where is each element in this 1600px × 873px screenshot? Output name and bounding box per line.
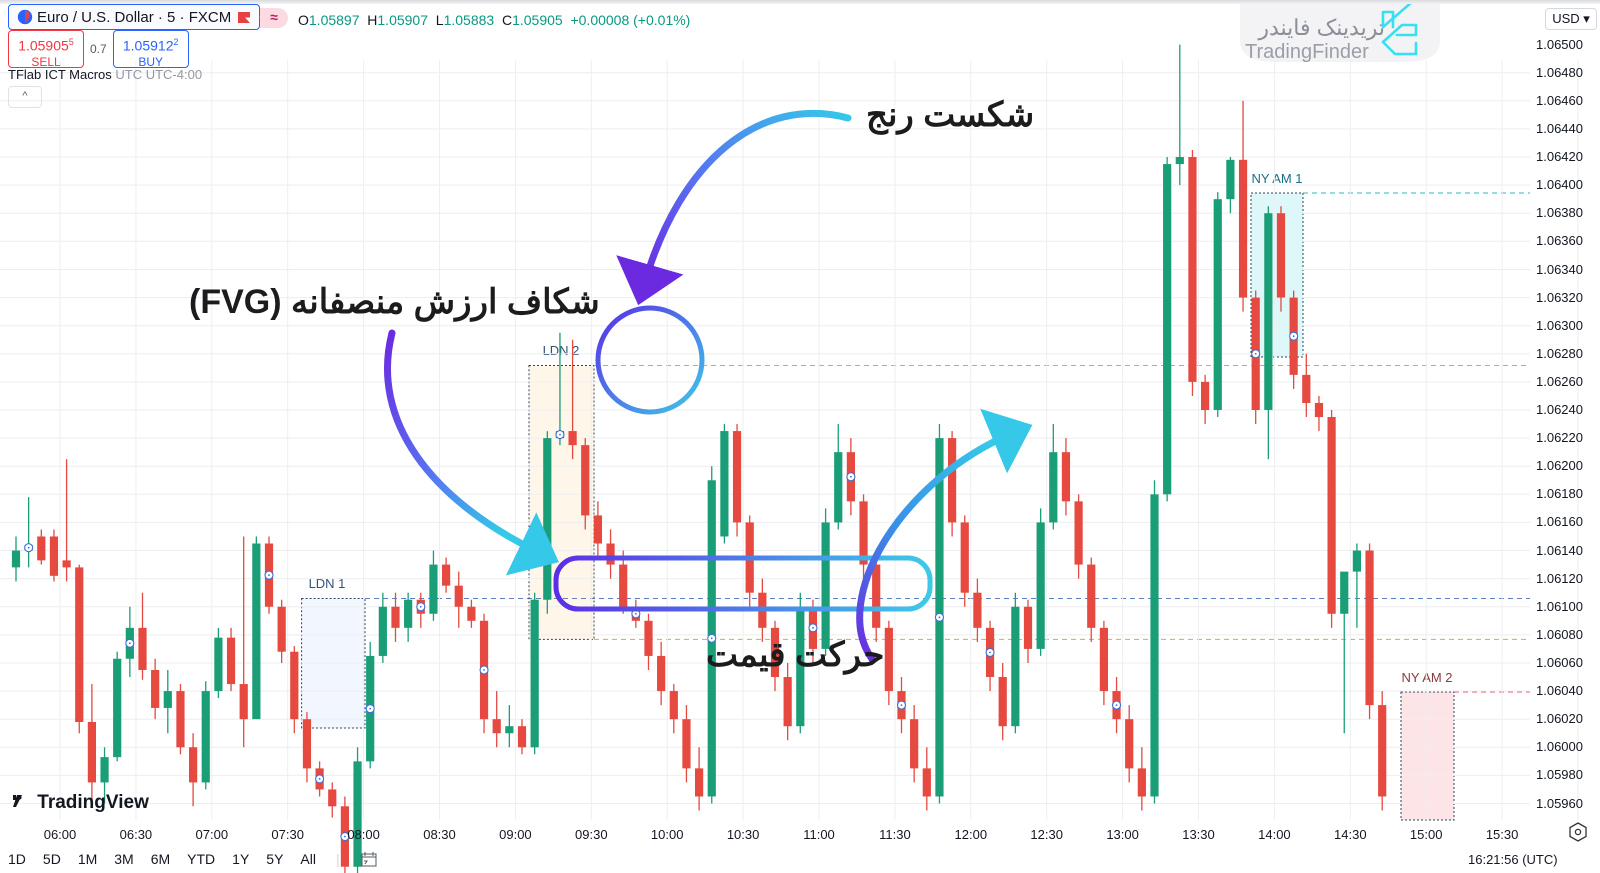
svg-text:تریدینک فایندر: تریدینک فایندر <box>1257 15 1385 41</box>
svg-text:NY AM 2: NY AM 2 <box>1401 670 1452 685</box>
svg-text:NY AM 1: NY AM 1 <box>1251 171 1302 186</box>
svg-text:LDN 2: LDN 2 <box>543 343 580 358</box>
svg-text:TradingFinder: TradingFinder <box>1245 41 1369 63</box>
